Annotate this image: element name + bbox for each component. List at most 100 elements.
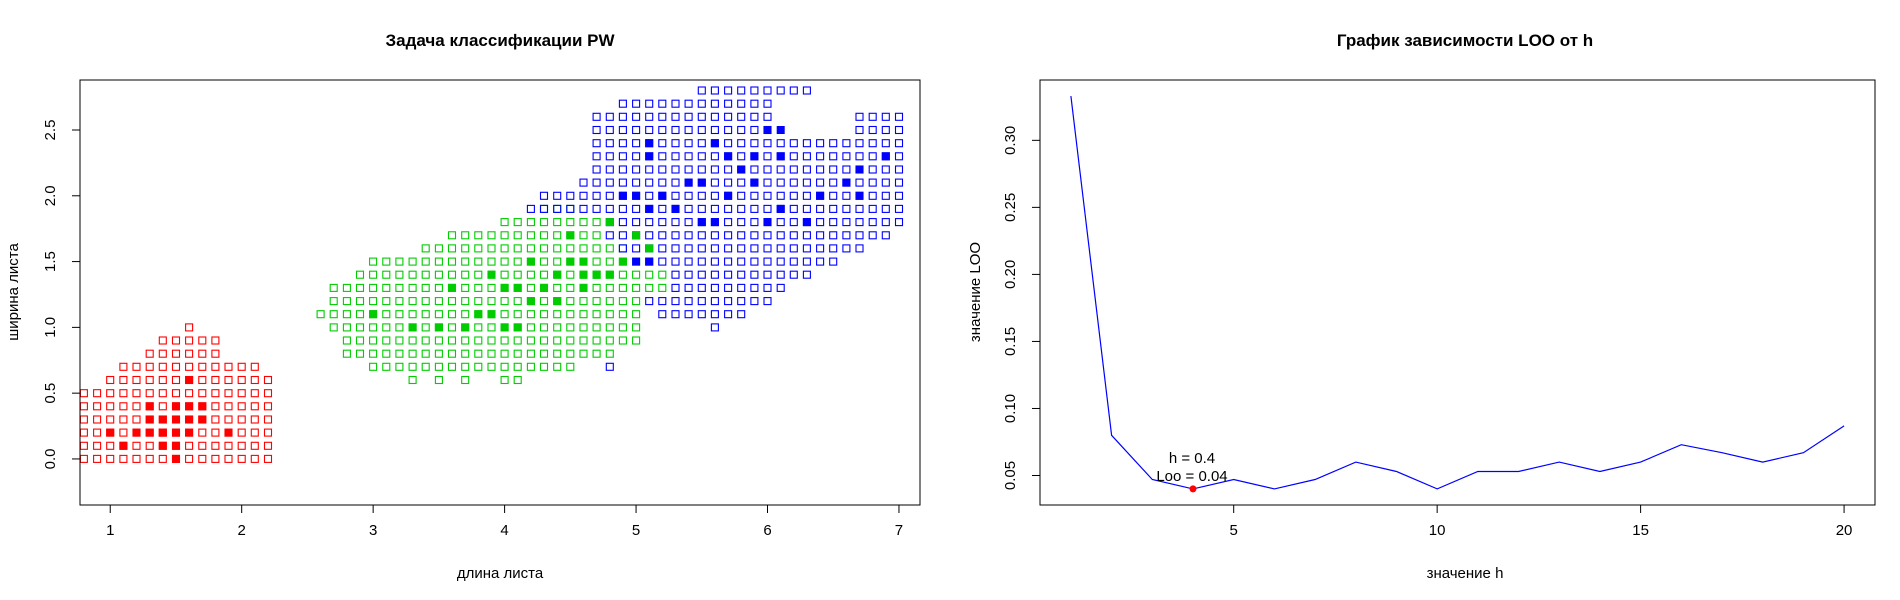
grid-point [724, 86, 733, 95]
grid-point [171, 375, 181, 385]
grid-point [697, 125, 706, 135]
grid-point [684, 310, 693, 319]
grid-point [132, 441, 141, 450]
grid-point [250, 362, 259, 371]
x-tick-label: 15 [1632, 522, 1649, 539]
grid-point [106, 375, 115, 385]
grid-point [881, 218, 890, 227]
grid-point [658, 257, 667, 266]
grid-point [474, 270, 483, 279]
grid-point [526, 336, 535, 345]
grid-point [855, 244, 864, 253]
training-point [185, 428, 194, 437]
grid-point [566, 297, 575, 306]
grid-point [802, 178, 811, 187]
grid-point [500, 257, 509, 266]
training-point [145, 402, 154, 411]
grid-point [408, 362, 417, 371]
grid-point [158, 402, 167, 411]
grid-point [539, 349, 549, 358]
training-point [172, 415, 180, 424]
grid-point [566, 270, 575, 279]
grid-point [185, 336, 194, 345]
grid-point [684, 112, 693, 121]
grid-point [618, 244, 627, 253]
training-point [710, 139, 719, 148]
grid-point [842, 244, 851, 253]
grid-point [632, 283, 641, 292]
grid-point [355, 336, 365, 345]
grid-point [750, 257, 759, 266]
training-point [710, 218, 719, 227]
training-point [618, 257, 627, 266]
grid-point [369, 297, 378, 306]
grid-point [158, 375, 167, 385]
grid-point [539, 310, 549, 319]
grid-point [526, 310, 535, 319]
training-point [632, 191, 641, 200]
grid-point [632, 218, 641, 227]
grid-point [592, 152, 601, 161]
grid-point [185, 389, 194, 398]
grid-point [382, 283, 391, 292]
grid-point [737, 297, 746, 306]
grid-point [539, 218, 549, 227]
grid-point [855, 204, 864, 213]
training-point [145, 415, 154, 424]
grid-point [553, 231, 562, 240]
grid-point [355, 283, 365, 292]
x-tick-label: 6 [763, 522, 771, 539]
grid-point [566, 362, 575, 371]
grid-point [750, 297, 759, 306]
y-axis: 0.0 0.5 1.0 1.5 2.0 2.5 [42, 120, 81, 469]
grid-point [632, 204, 641, 213]
grid-point [198, 389, 207, 398]
grid-point [369, 323, 378, 332]
grid-point [185, 362, 194, 371]
grid-point [894, 125, 904, 135]
grid-point [132, 375, 141, 385]
grid-point [710, 297, 719, 306]
grid-point [750, 244, 759, 253]
grid-point [789, 139, 798, 148]
grid-point [211, 402, 220, 411]
grid-point [855, 125, 864, 135]
grid-point [881, 139, 890, 148]
training-point [448, 283, 456, 292]
grid-point [658, 270, 667, 279]
grid-point [224, 389, 233, 398]
grid-point [106, 402, 115, 411]
grid-point [592, 310, 601, 319]
grid-point [211, 349, 220, 358]
grid-point [526, 362, 535, 371]
grid-point [724, 297, 733, 306]
grid-point [618, 218, 627, 227]
grid-point [526, 283, 535, 292]
training-point [158, 415, 167, 424]
y-tick-label: 0.25 [1002, 193, 1019, 222]
grid-point [684, 257, 693, 266]
grid-point [855, 139, 864, 148]
training-point [172, 454, 180, 463]
grid-point [224, 375, 233, 385]
grid-point [763, 204, 772, 213]
grid-point [119, 402, 128, 411]
grid-point [802, 204, 811, 213]
classification-panel: Задача классификации PW 1 2 3 4 5 6 7 0.0 0.5 1.… [5, 31, 921, 582]
grid-point [632, 323, 641, 332]
grid-point [513, 231, 522, 240]
grid-point [671, 257, 680, 266]
grid-point [198, 336, 207, 345]
training-point [500, 323, 509, 332]
training-point [855, 191, 864, 200]
training-point [513, 323, 522, 332]
grid-point [369, 362, 378, 371]
grid-point [855, 231, 864, 240]
grid-point [750, 191, 759, 200]
grid-point [658, 204, 667, 213]
grid-point [684, 204, 693, 213]
grid-point [763, 231, 772, 240]
grid-point [645, 297, 654, 306]
x-tick-label: 3 [369, 522, 377, 539]
grid-point [553, 336, 562, 345]
